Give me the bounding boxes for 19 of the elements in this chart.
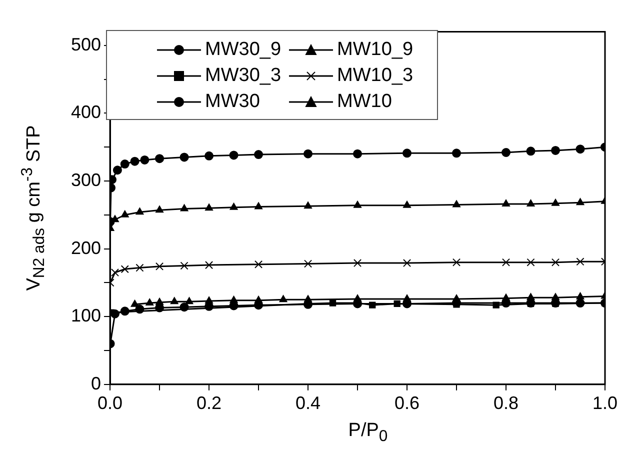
x-axis-title: P/P$_{0}$ [348,420,388,446]
legend-label: MW30_3 [205,65,282,87]
y-tick-label: 200 [70,238,102,258]
x-tick-label: 0.6 [394,393,420,414]
y-tick-label: 500 [70,34,102,54]
legend-label: MW30_9 [205,39,282,61]
x-tick-label: 0.2 [196,393,222,414]
x-tick-label: 0.8 [493,393,519,414]
x-tick-label: 1.0 [592,393,618,414]
legend-label: MW10 [337,91,392,113]
x-tick-label: 0.4 [296,393,321,414]
y-tick-label: 0 [91,373,102,394]
legend-label: MW10_3 [337,65,414,87]
y-tick-label: 100 [70,306,102,326]
x-tick-label: 0.0 [98,393,123,414]
y-tick-label: 400 [70,102,102,122]
legend-label: MW10_9 [337,39,414,61]
y-tick-label: 300 [70,170,102,190]
legend-label: MW30 [205,91,260,113]
